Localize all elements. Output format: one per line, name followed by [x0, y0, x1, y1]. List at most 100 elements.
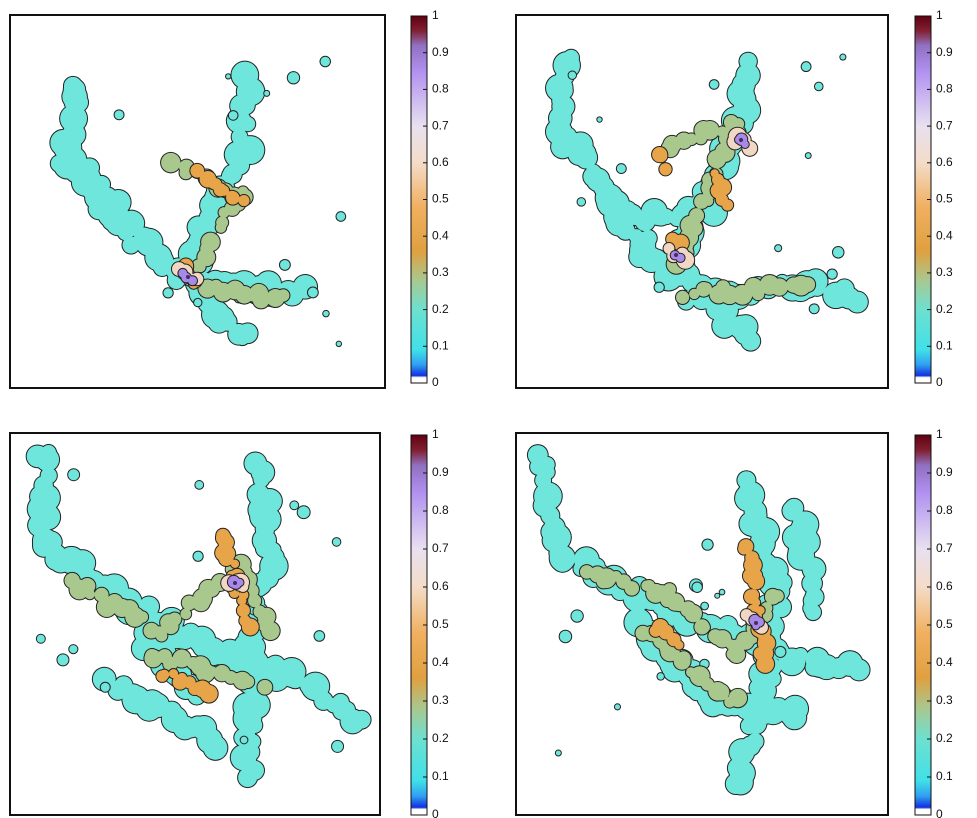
colorbar-tick-label: 0: [432, 375, 439, 389]
contour-fill: [228, 111, 238, 120]
contour-fill: [190, 163, 205, 178]
colorbar-tick-label: 0.9: [432, 465, 449, 479]
contour-fill: [241, 675, 255, 688]
contour-fill: [297, 506, 310, 519]
contour-fill: [685, 133, 698, 146]
contour-core: [233, 581, 237, 585]
colorbar-tick-label: 0.4: [432, 655, 449, 669]
contour-fill: [846, 291, 868, 313]
colorbar-tick-label: 0.3: [432, 693, 449, 707]
contour-fill: [203, 735, 228, 760]
colorbar-tick-label: 0.3: [432, 265, 449, 279]
contour-fill: [725, 773, 747, 795]
contour-fill: [194, 298, 202, 307]
contour-fill: [805, 604, 822, 621]
contours: [49, 55, 347, 348]
contour-fill: [261, 621, 280, 641]
contour-fill: [577, 198, 586, 206]
contour-plot: [515, 432, 889, 816]
contour-fill: [248, 594, 262, 608]
contour-fill: [700, 282, 712, 295]
contour-fill: [814, 82, 823, 91]
colorbar-tick-label: 0.3: [936, 265, 953, 279]
colorbar-tick-label: 0.7: [936, 118, 953, 132]
contour-fill: [172, 649, 191, 668]
contour-fill: [240, 736, 248, 744]
contour-fill: [277, 657, 306, 686]
colorbar-tick-label: 0.8: [432, 503, 449, 517]
contour-fill: [236, 578, 244, 587]
contour-fill: [624, 581, 640, 596]
colorbar-tick-label: 0.9: [432, 45, 449, 59]
colorbar-tick-label: 0.7: [936, 541, 953, 555]
contour-fill: [721, 199, 734, 211]
contour-plot: [515, 14, 889, 389]
contour-fill: [314, 631, 325, 641]
colorbar-tick-label: 0.5: [936, 617, 953, 631]
contour-fill: [775, 245, 782, 252]
contour-fill: [848, 659, 870, 681]
contour-fill: [100, 682, 110, 692]
contour-fill: [226, 74, 231, 79]
colorbar-tick-label: 0.1: [432, 769, 449, 783]
contour-fill: [793, 647, 808, 663]
contour-fill: [709, 80, 719, 89]
contour-fill: [551, 135, 575, 159]
contour-fill: [193, 551, 203, 561]
contour-fill: [654, 149, 668, 163]
colorbar-tick-label: 0.5: [936, 192, 953, 206]
contour-fill: [800, 277, 816, 293]
colorbar-tick-label: 0.8: [432, 82, 449, 96]
contour-fill: [352, 710, 371, 729]
contour-fill: [336, 212, 346, 221]
contour-fill: [218, 207, 230, 218]
colorbar-tick-label: 1: [936, 427, 943, 441]
contours: [526, 444, 871, 796]
contour-fill: [616, 164, 626, 174]
colorbar-tick-label: 0.4: [432, 228, 449, 242]
colorbar-tick-label: 0.5: [432, 617, 449, 631]
contour-fill: [253, 471, 270, 488]
contour-fill: [801, 62, 811, 72]
contour-fill: [136, 611, 149, 623]
colorbar-tick-label: 0.8: [936, 503, 953, 517]
contour-fill: [676, 651, 691, 666]
contour-fill: [770, 278, 789, 296]
contour-fill: [568, 71, 577, 79]
contour-fill: [68, 469, 80, 481]
colorbar-tick-label: 0.9: [936, 465, 953, 479]
plot-frame: [9, 432, 381, 816]
contour-fill: [180, 608, 192, 620]
contour-fill: [252, 291, 270, 309]
contours: [544, 48, 869, 352]
contour-fill: [163, 288, 173, 298]
contour-fill: [662, 583, 676, 597]
contour-fill: [738, 542, 750, 555]
contour-fill: [772, 590, 784, 602]
contour-fill: [555, 750, 561, 756]
contour-fill: [551, 550, 574, 572]
contour-fill: [307, 679, 323, 695]
contour-fill: [728, 688, 748, 708]
contour-fill: [199, 684, 218, 703]
colorbar-tick-label: 0: [432, 807, 439, 818]
contour-fill: [307, 287, 318, 298]
contour-fill: [161, 152, 181, 173]
colorbar-tick-label: 0.9: [936, 45, 953, 59]
contour-fill: [277, 289, 290, 302]
contour-fill: [195, 261, 206, 273]
colorbar-tick-label: 0.6: [936, 155, 953, 169]
contour-fill: [238, 768, 258, 788]
colorbar-tick-label: 0.2: [936, 302, 953, 316]
contour-fill: [69, 645, 78, 654]
colorbar-tick-label: 1: [432, 427, 439, 441]
contour-fill: [279, 259, 290, 270]
contour-fill: [290, 501, 299, 510]
contour-fill: [654, 282, 664, 292]
contour-fill: [751, 287, 765, 301]
contour-core: [754, 621, 758, 625]
colorbar: 0 0.1 0.2 0.3 0.4 0.5 0.6 0.7 0.8 0.9 1: [914, 8, 953, 389]
contours: [25, 444, 372, 789]
contour-fill: [775, 646, 786, 657]
